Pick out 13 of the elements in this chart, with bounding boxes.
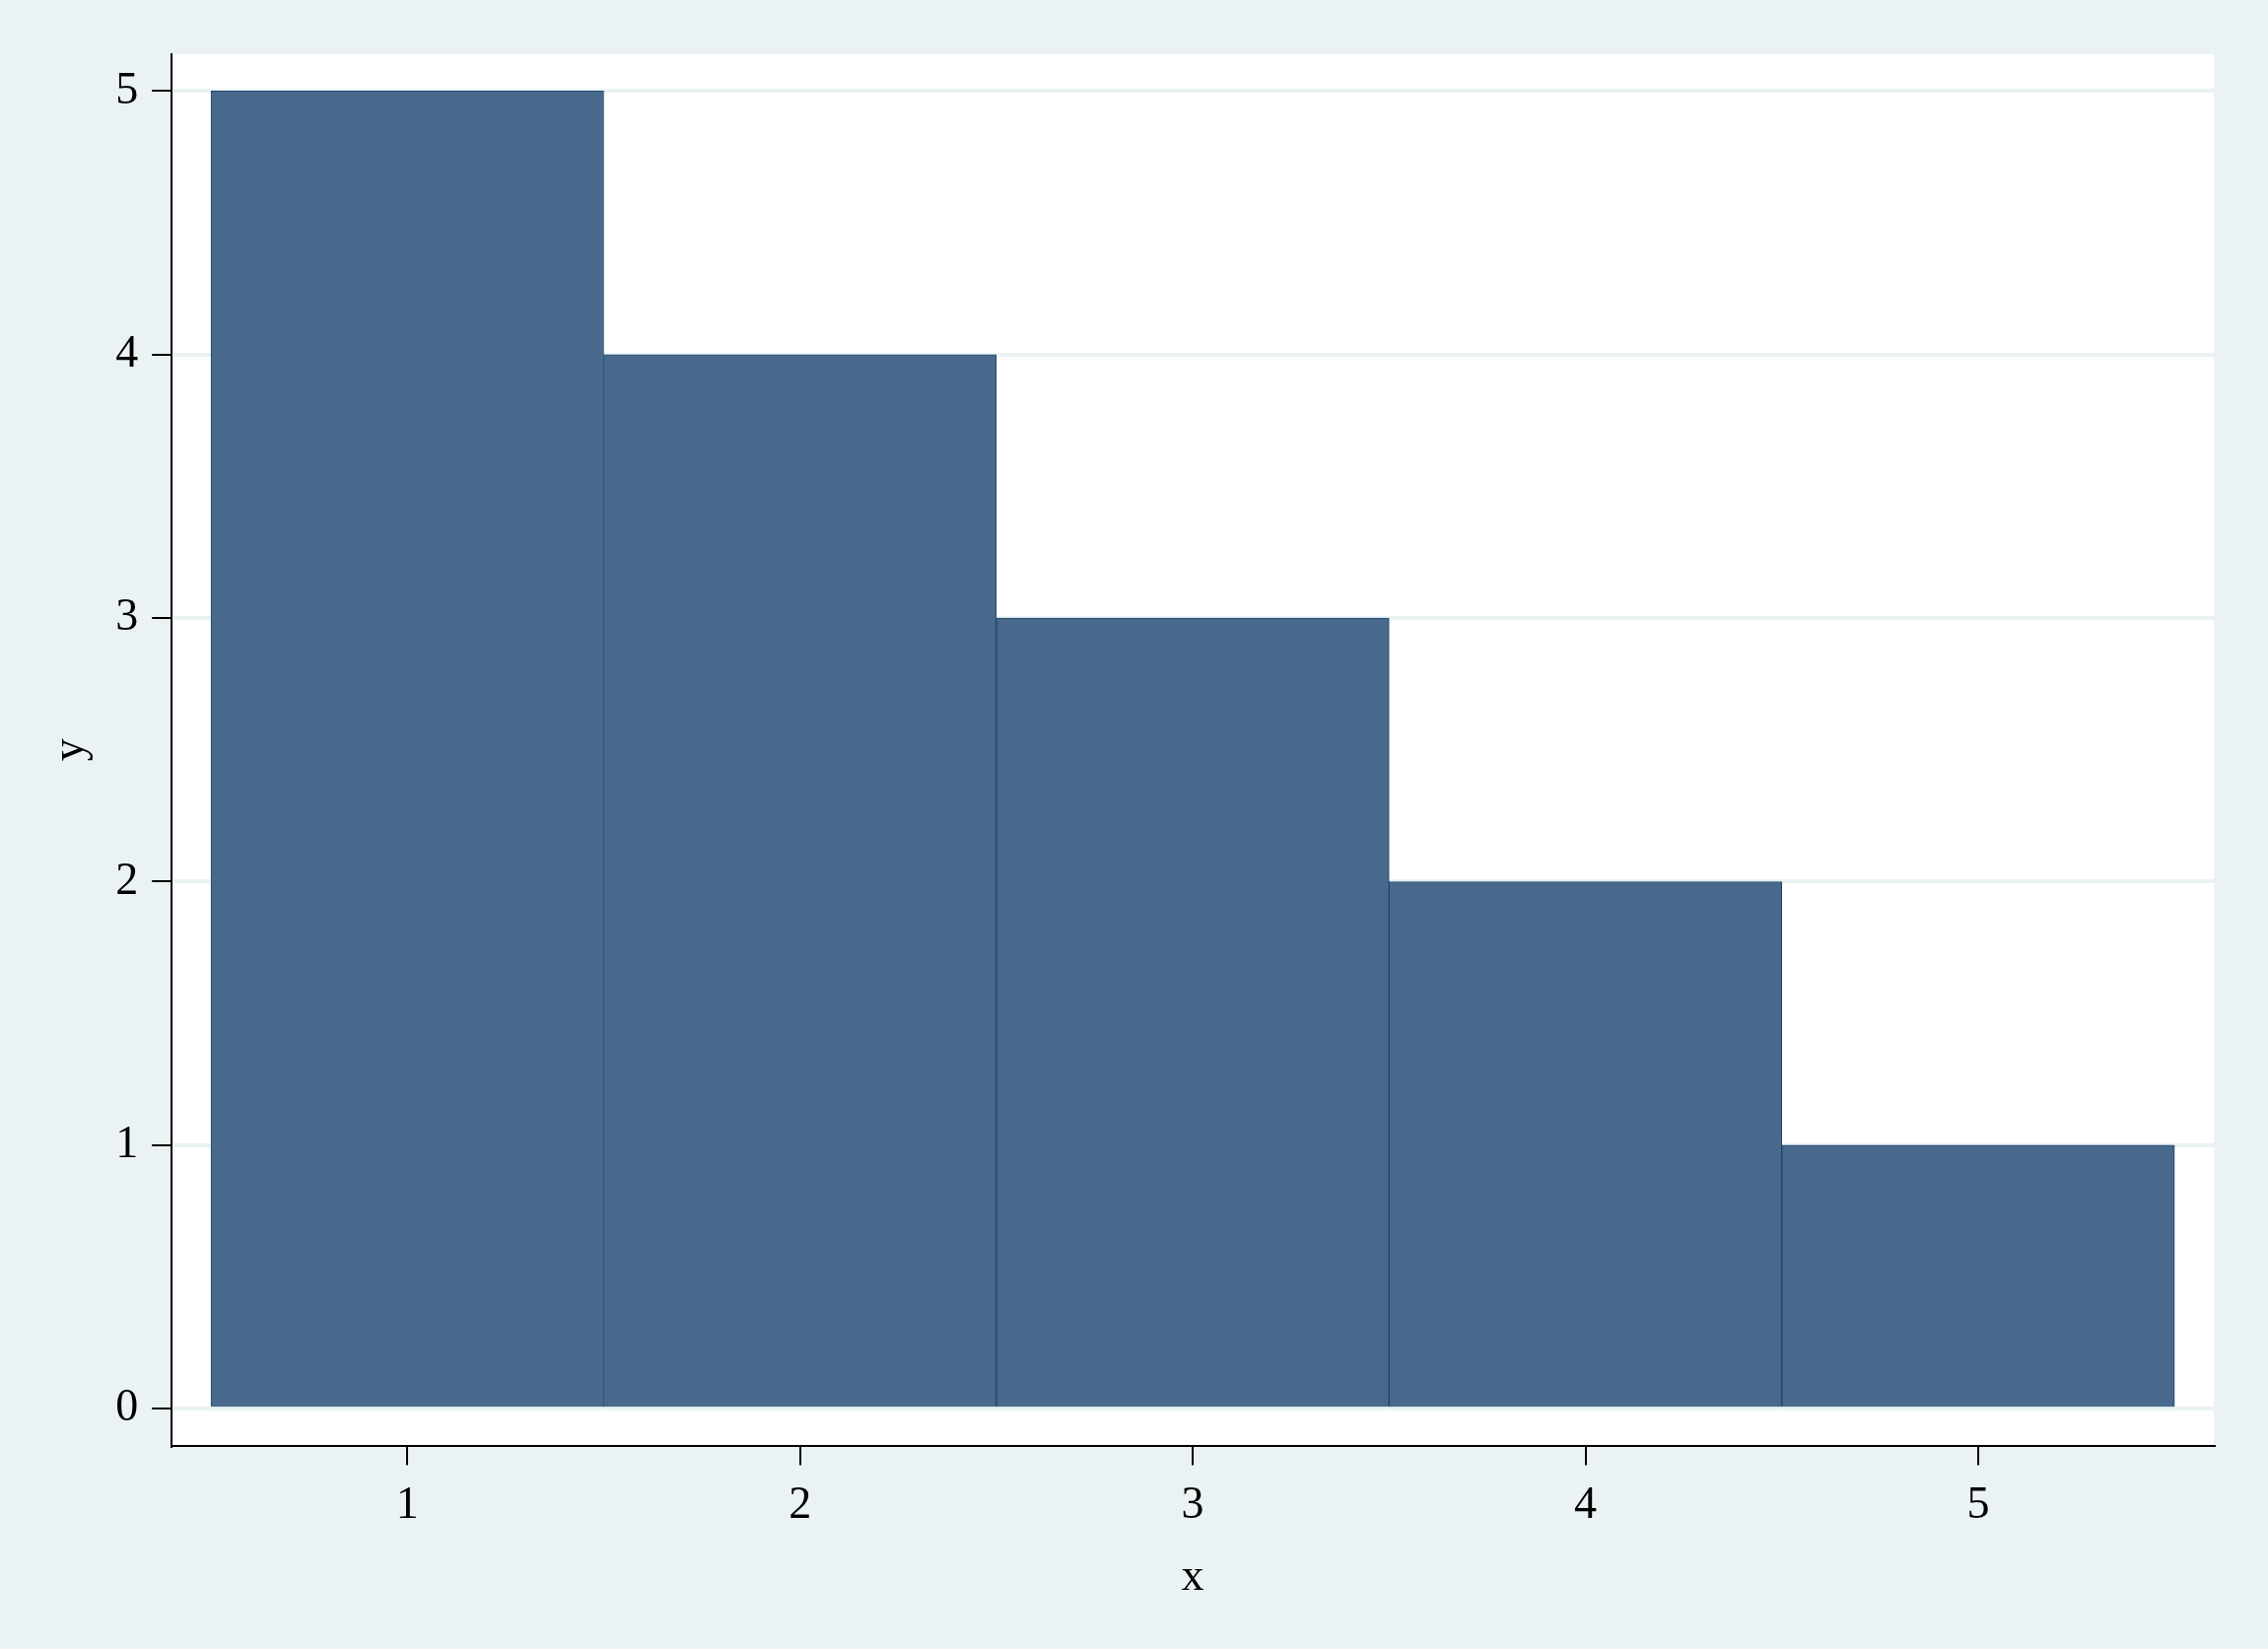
x-tick-label: 1 [395,1477,419,1529]
x-tick-label: 4 [1574,1477,1598,1529]
y-tick-label: 4 [115,325,139,377]
y-axis-title: y [41,738,93,762]
y-tick-label: 3 [115,589,139,641]
x-tick-label: 5 [1966,1477,1990,1529]
y-tick-label: 2 [115,853,139,904]
x-axis-title: x [1181,1549,1204,1601]
x-tick-label: 3 [1181,1477,1204,1529]
y-tick-label: 5 [115,62,139,113]
y-tick-label: 0 [115,1380,139,1431]
x-tick-label: 2 [789,1477,812,1529]
y-tick-label: 1 [115,1116,139,1167]
